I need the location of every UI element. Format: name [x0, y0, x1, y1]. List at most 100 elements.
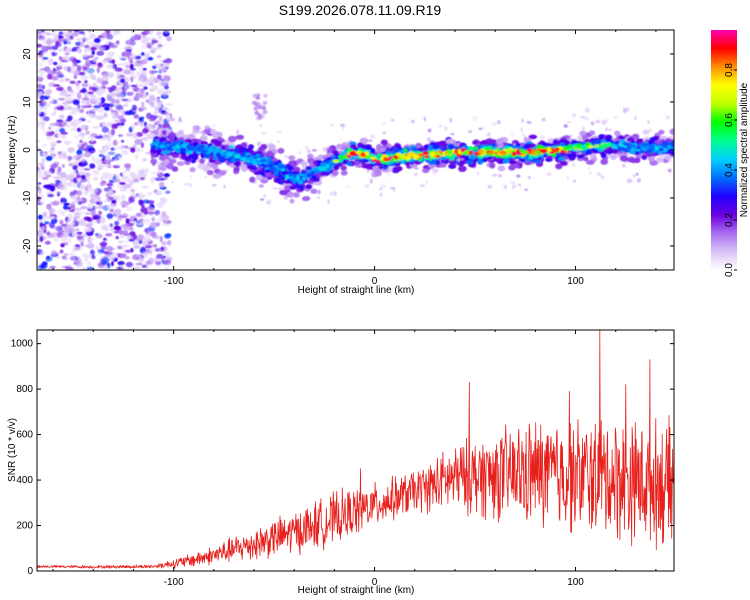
- heatmap-cell: [123, 85, 128, 92]
- heatmap-cell: [481, 151, 488, 156]
- heatmap-cell: [331, 170, 339, 176]
- heatmap-cell: [124, 50, 131, 58]
- heatmap-cell: [587, 145, 594, 149]
- heatmap-cell: [572, 162, 576, 168]
- heatmap-cell: [97, 107, 105, 113]
- heatmap-cell: [257, 105, 263, 110]
- heatmap-cell: [141, 264, 148, 268]
- heatmap-cell: [47, 194, 54, 198]
- heatmap-cell: [131, 266, 139, 270]
- heatmap-cell: [125, 218, 130, 225]
- heatmap-cell: [147, 211, 156, 215]
- heatmap-cell: [49, 60, 53, 64]
- heatmap-cell: [100, 45, 106, 48]
- heatmap-cell: [456, 153, 462, 157]
- heatmap-cell: [60, 171, 67, 178]
- heatmap-cell: [414, 160, 422, 165]
- heatmap-cell: [115, 104, 124, 111]
- heatmap-cell: [142, 158, 148, 162]
- heatmap-cell: [116, 122, 123, 126]
- heatmap-cell: [419, 184, 426, 187]
- heatmap-cell: [104, 134, 110, 138]
- heatmap-cell: [572, 146, 578, 150]
- heatmap-cell: [56, 140, 62, 144]
- heatmap-cell: [249, 176, 256, 183]
- heatmap-cell: [55, 87, 64, 91]
- heatmap-cell: [395, 166, 403, 172]
- heatmap-cell: [82, 33, 87, 37]
- heatmap-cell: [44, 170, 49, 173]
- heatmap-cell: [52, 61, 58, 66]
- heatmap-cell: [72, 220, 80, 227]
- heatmap-cell: [449, 117, 452, 123]
- heatmap-cell: [136, 254, 143, 259]
- heatmap-cell: [315, 168, 320, 172]
- heatmap-cell: [117, 261, 125, 266]
- heatmap-cell: [58, 31, 64, 35]
- heatmap-cell: [81, 100, 85, 105]
- heatmap-cell: [162, 44, 167, 47]
- heatmap-cell: [157, 44, 163, 48]
- heatmap-cell: [106, 34, 114, 40]
- heatmap-cell: [107, 204, 116, 210]
- heatmap-cell: [60, 134, 67, 139]
- heatmap-cell: [157, 213, 163, 217]
- colorbar-gradient: [711, 30, 737, 270]
- heatmap-cell: [582, 126, 585, 132]
- heatmap-cell: [370, 178, 373, 184]
- heatmap-cell: [73, 217, 77, 222]
- heatmap-cell: [346, 147, 352, 153]
- heatmap-cell: [204, 175, 208, 179]
- heatmap-cell: [304, 145, 310, 151]
- heatmap-cell: [120, 253, 127, 258]
- heatmap-cell: [85, 60, 93, 67]
- heatmap-cell: [150, 222, 158, 228]
- heatmap-cell: [171, 153, 179, 158]
- heatmap-cell: [72, 232, 78, 237]
- heatmap-cell: [161, 129, 167, 136]
- heatmap-cell: [143, 86, 148, 90]
- heatmap-cell: [293, 192, 300, 198]
- heatmap-cell: [82, 254, 91, 258]
- heatmap-cell: [634, 116, 637, 121]
- heatmap-cell: [150, 158, 158, 165]
- heatmap-cell: [332, 150, 339, 155]
- heatmap-cell: [69, 80, 76, 85]
- heatmap-cell: [118, 156, 122, 159]
- heatmap-cell: [528, 175, 531, 180]
- heatmap-cell: [76, 37, 83, 42]
- heatmap-cell: [47, 235, 51, 239]
- heatmap-cell: [63, 202, 70, 206]
- heatmap-cell: [440, 143, 448, 149]
- heatmap-cell: [92, 194, 97, 201]
- heatmap-cell: [134, 179, 142, 183]
- heatmap-cell: [80, 75, 88, 81]
- heatmap-cell: [73, 211, 81, 215]
- heatmap-cell: [164, 220, 170, 225]
- heatmap-cell: [648, 155, 655, 162]
- heatmap-cell: [130, 189, 135, 193]
- heatmap-cell: [317, 196, 321, 199]
- heatmap-cell: [117, 62, 125, 67]
- heatmap-cell: [635, 138, 644, 143]
- heatmap-cell: [559, 160, 568, 166]
- heatmap-cell: [60, 59, 69, 63]
- heatmap-cell: [104, 146, 110, 151]
- heatmap-cell: [240, 157, 248, 162]
- heatmap-cell: [463, 150, 468, 156]
- heatmap-cell: [49, 221, 55, 229]
- heatmap-cell: [80, 184, 85, 191]
- heatmap-cell: [235, 134, 245, 140]
- heatmap-cell: [63, 205, 69, 210]
- heatmap-cell: [87, 136, 91, 140]
- heatmap-cell: [52, 45, 59, 51]
- heatmap-cell: [370, 157, 377, 160]
- heatmap-cell: [102, 121, 106, 128]
- heatmap-cell: [49, 149, 55, 153]
- heatmap-cell: [448, 163, 457, 169]
- heatmap-cell: [137, 79, 144, 83]
- heatmap-cell: [69, 171, 77, 176]
- heatmap-cell: [601, 177, 606, 180]
- heatmap-cell: [281, 170, 287, 176]
- heatmap-cell: [158, 249, 164, 252]
